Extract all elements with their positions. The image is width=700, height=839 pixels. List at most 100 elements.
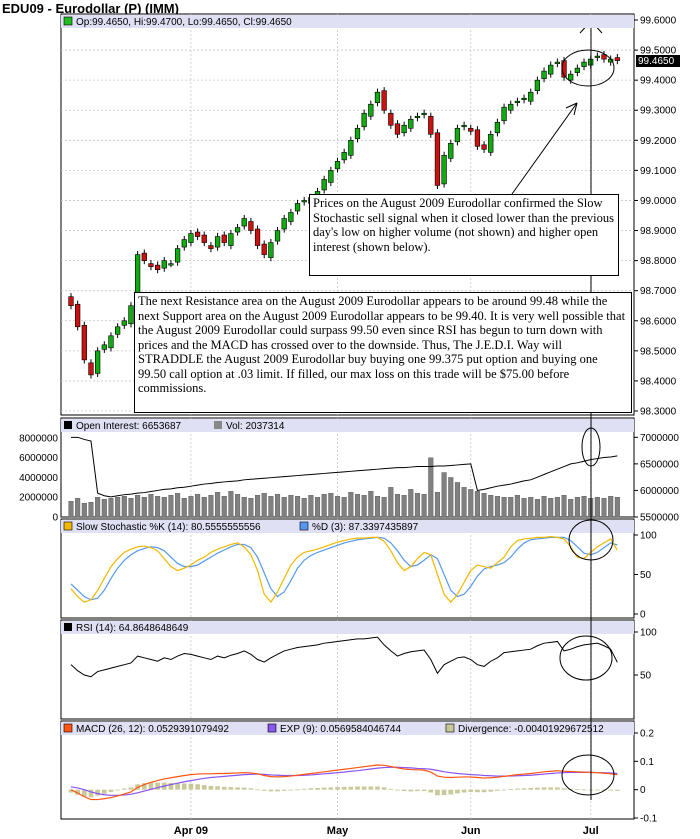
- volume-bar: [601, 498, 607, 518]
- volume-bar: [414, 493, 420, 518]
- macd-divergence-bar: [95, 789, 100, 796]
- macd-divergence-bar: [108, 789, 114, 792]
- volume-bar: [534, 499, 540, 518]
- candle-body: [168, 263, 174, 266]
- candle-body: [368, 103, 374, 117]
- macd-divergence-bar: [315, 787, 320, 790]
- candle-body: [428, 115, 434, 135]
- macd-divergence-bar: [361, 786, 367, 790]
- volume-bar: [541, 496, 547, 518]
- stoch-tick-label: 0: [640, 610, 646, 621]
- macd-circle-annotation: [561, 754, 615, 796]
- macd-divergence-bar: [275, 789, 280, 792]
- rsi-tick-label: 50: [640, 671, 652, 682]
- macd-exp-line: [70, 766, 618, 796]
- volume-bar: [521, 498, 527, 518]
- macd-divergence-bar: [541, 787, 547, 790]
- volume-bar: [115, 497, 121, 518]
- volume-bar: [341, 497, 347, 518]
- macd-divergence-bar: [435, 789, 440, 796]
- macd-divergence-bar: [475, 789, 480, 793]
- macd-divergence-bar: [388, 788, 394, 790]
- volume-bar: [161, 497, 167, 518]
- volume-bar: [434, 492, 440, 518]
- chart-title: EDU09 - Eurodollar (P) (IMM): [2, 1, 179, 16]
- macd-panel: -0.1 0 0.1 0.2 MACD (26, 12): 0.05293910794…: [61, 722, 658, 825]
- macd-divergence-bar: [508, 789, 514, 790]
- x-axis-label: May: [327, 825, 349, 837]
- last-price-tag-bg: [636, 55, 680, 67]
- candle-body: [181, 239, 187, 248]
- volume-bar: [314, 497, 321, 518]
- macd-divergence-bar: [308, 788, 314, 790]
- volume-bar: [255, 495, 261, 518]
- stoch-tick-label: 50: [640, 570, 652, 581]
- macd-divergence-bar: [235, 787, 240, 790]
- volume-bar: [481, 493, 487, 518]
- volume-bar: [101, 499, 107, 518]
- macd-divergence-bar: [515, 788, 520, 790]
- volume-bar: [248, 498, 254, 518]
- macd-divergence-bar: [261, 789, 267, 791]
- price-tick-label: 98.3000: [640, 407, 677, 418]
- volume-bar: [95, 497, 101, 518]
- candle-body: [461, 124, 467, 128]
- macd-divergence-bar: [481, 789, 487, 793]
- candle-body: [174, 248, 181, 263]
- x-axis-label: Apr 09: [174, 825, 208, 837]
- div-legend: Divergence: -0.00401929672512: [458, 724, 604, 735]
- macd-divergence-bar: [488, 789, 494, 792]
- macd-divergence-bar: [215, 786, 220, 790]
- volume-bar: [201, 497, 207, 518]
- panel-frame-stoch: [60, 518, 635, 619]
- macd-divergence-bar: [155, 782, 160, 790]
- macd-divergence-bar: [401, 789, 407, 792]
- volume-bar: [441, 472, 447, 518]
- macd-divergence-bar: [348, 786, 354, 790]
- macd-ticks: -0.1 0 0.1 0.2: [634, 729, 658, 825]
- price-tick-label: 99.4000: [640, 76, 677, 87]
- volume-bar: [494, 496, 500, 518]
- volume-ticks: 0 2000000 4000000 6000000 8000000 5500000 6000…: [19, 433, 679, 524]
- candle-body: [115, 326, 121, 335]
- candle-body: [528, 91, 534, 102]
- volume-bar: [594, 497, 600, 518]
- volume-bar: [228, 491, 234, 518]
- volume-bar: [468, 489, 474, 518]
- volume-bar: [454, 482, 460, 518]
- macd-divergence-bar: [75, 789, 80, 795]
- macd-divergence-bar: [528, 787, 534, 790]
- price-tick-label: 99.5000: [640, 46, 677, 57]
- macd-divergence-bar: [421, 789, 427, 792]
- macd-divergence-bar: [368, 786, 374, 790]
- candle-body: [75, 303, 81, 328]
- candle-body: [228, 233, 234, 246]
- candle-body: [381, 90, 387, 111]
- macd-divergence-bar: [201, 785, 207, 790]
- candle-body: [154, 264, 161, 270]
- price-legend: Op:99.4650, Hi:99.4700, Lo:99.4650, Cl:9…: [76, 17, 292, 28]
- price-tick-label: 99.2000: [640, 136, 677, 147]
- candle-body: [274, 230, 281, 242]
- rsi-panel: 50 100 RSI (14): 64.8648648649: [61, 621, 657, 682]
- macd-line: [70, 764, 618, 801]
- rsi-legend-swatch: [64, 623, 72, 631]
- macd-divergence-bar: [128, 787, 134, 790]
- macd-divergence-bar: [208, 785, 214, 790]
- macd-divergence-bar: [381, 787, 387, 790]
- oi-right-tick: 6000000: [640, 486, 679, 497]
- volume-bar: [308, 495, 314, 518]
- candle-body: [81, 324, 87, 361]
- macd-divergence-bar: [141, 783, 147, 790]
- candle-body: [161, 260, 167, 269]
- volume-bar: [581, 496, 587, 518]
- pointer-head-1b: [573, 102, 578, 116]
- price-tick-label: 98.4000: [640, 376, 677, 387]
- volume-bar: [374, 496, 381, 518]
- volume-panel: 0 2000000 4000000 6000000 8000000 5500000 6000…: [19, 419, 679, 524]
- macd-divergence-bar: [415, 789, 420, 792]
- price-tick-label: 98.5000: [640, 346, 677, 357]
- oi-legend: Open Interest: 6653687: [76, 421, 182, 432]
- volume-left-tick: 4000000: [19, 473, 58, 484]
- macd-divergence-bar: [455, 789, 460, 794]
